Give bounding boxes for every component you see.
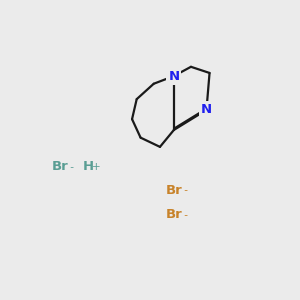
Text: H: H: [82, 160, 94, 173]
Text: Br: Br: [165, 184, 182, 196]
Text: +: +: [92, 162, 100, 172]
Text: Br: Br: [52, 160, 68, 173]
Text: -: -: [67, 162, 74, 172]
Text: -: -: [181, 210, 188, 220]
Text: N: N: [168, 70, 179, 83]
Text: N: N: [201, 103, 212, 116]
Text: Br: Br: [165, 208, 182, 221]
Text: -: -: [181, 185, 188, 195]
